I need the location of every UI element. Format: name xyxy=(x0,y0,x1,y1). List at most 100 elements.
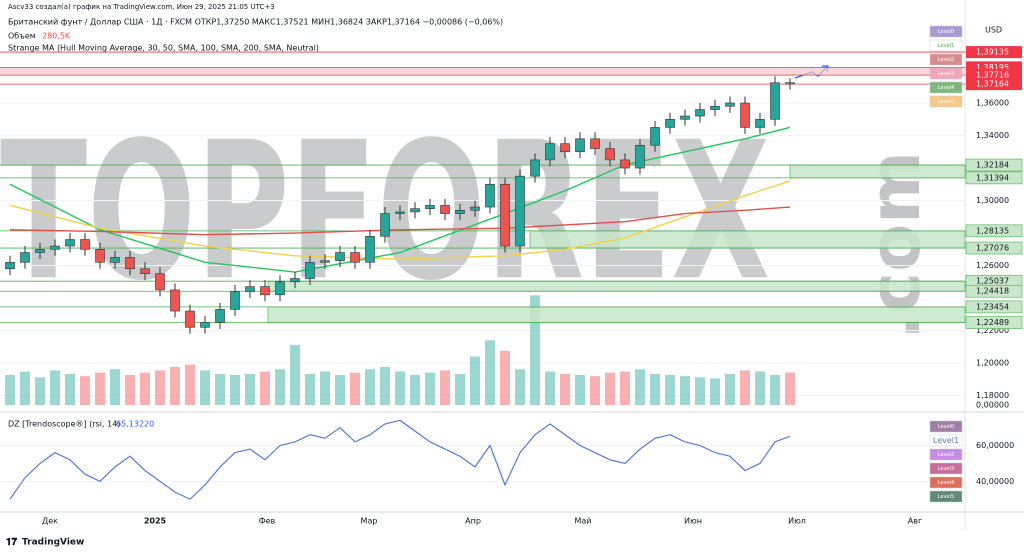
legend-button xyxy=(929,67,963,80)
rsi-line xyxy=(9,419,791,500)
logo-mark: 𝟏𝟕 xyxy=(6,537,18,548)
candle-body xyxy=(725,102,735,107)
time-label: 2025 xyxy=(144,517,167,526)
legend-label: Level0 xyxy=(938,29,954,35)
volume-bar xyxy=(335,375,345,405)
volume-bar xyxy=(380,366,390,405)
volume-bar xyxy=(755,371,765,405)
volume-bar xyxy=(170,366,180,405)
volume-bar xyxy=(635,369,645,405)
candle-body xyxy=(365,235,375,263)
candle-body xyxy=(545,143,555,161)
volume-bar xyxy=(125,375,135,405)
level-label: 1,28135 xyxy=(976,226,1009,235)
candle-body xyxy=(305,261,315,279)
candle-body xyxy=(695,109,705,117)
volume-bar xyxy=(290,345,300,405)
volume-bar xyxy=(215,373,225,405)
volume-bar xyxy=(770,375,780,405)
candle-body xyxy=(35,248,45,253)
level-tag xyxy=(965,171,1023,185)
level-zone xyxy=(529,230,966,249)
candle-body xyxy=(95,248,105,263)
candle-body xyxy=(320,260,330,263)
candle-body xyxy=(770,82,780,120)
legend-label: Level5 xyxy=(938,99,954,105)
legend-label: Level4 xyxy=(938,85,954,91)
rsi-legend-button xyxy=(929,490,963,503)
candle-body xyxy=(680,115,690,120)
candle-body xyxy=(335,252,345,261)
level-label: 1,37716 xyxy=(976,71,1009,80)
volume-bar xyxy=(395,371,405,405)
level-label: 1,22489 xyxy=(976,318,1009,327)
level-label: 1,37164 xyxy=(976,80,1009,89)
volume-bar xyxy=(455,373,465,405)
y-tick-label: 1,18000 xyxy=(976,391,1009,400)
volume-bar xyxy=(350,372,360,405)
level-tag xyxy=(965,284,1023,298)
volume-bar xyxy=(530,295,540,405)
volume-bar xyxy=(425,372,435,405)
currency: USD xyxy=(985,26,1002,35)
volume-bar xyxy=(65,373,75,405)
level-tag xyxy=(965,224,1023,238)
candle-body xyxy=(470,206,480,211)
volume-bar xyxy=(650,373,660,405)
candle-body xyxy=(560,143,570,153)
candle-body xyxy=(410,208,420,213)
time-label: Мар xyxy=(361,517,378,526)
level-zone xyxy=(789,164,966,179)
volume-bar xyxy=(560,373,570,405)
level-label: 1,25037 xyxy=(976,277,1009,286)
level-tag xyxy=(965,300,1023,314)
candle-body xyxy=(440,205,450,214)
legend-button xyxy=(929,39,963,52)
time-label: Фев xyxy=(259,517,276,526)
level-label: 1,38195 xyxy=(976,63,1009,72)
candle-body xyxy=(110,257,120,263)
legend-button xyxy=(929,95,963,108)
y-tick-label: 1,30000 xyxy=(976,196,1009,205)
volume-label: Объем xyxy=(8,32,36,41)
legend-label: Level3 xyxy=(938,71,954,77)
y-tick-label: 1,20000 xyxy=(976,359,1009,368)
candle-body xyxy=(530,159,540,177)
volume-bar xyxy=(605,372,615,405)
y-tick-label: 1,22000 xyxy=(976,326,1009,335)
rsi-legend-label: Level3 xyxy=(938,466,954,472)
time-label: Апр xyxy=(465,517,481,526)
volume-bar xyxy=(155,370,165,405)
volume-bar xyxy=(230,375,240,405)
candle-body xyxy=(200,322,210,328)
rsi-legend-button xyxy=(929,448,963,461)
volume-bar xyxy=(710,378,720,405)
level-zone xyxy=(267,280,966,292)
volume-bar xyxy=(470,356,480,405)
candle-body xyxy=(50,245,60,250)
level-tag xyxy=(965,316,1023,329)
volume-bar xyxy=(575,375,585,405)
volume-bar xyxy=(95,372,105,405)
volume-bar xyxy=(35,377,45,405)
volume-bar xyxy=(740,370,750,405)
candle-body xyxy=(290,278,300,283)
volume-bar xyxy=(365,369,375,405)
volume-bar xyxy=(50,370,60,405)
volume-bar xyxy=(260,371,270,405)
candle-body xyxy=(215,309,225,323)
candle-body xyxy=(350,252,360,263)
candle-body xyxy=(665,118,675,128)
candle-body xyxy=(155,273,165,291)
y-tick-label: 1,34000 xyxy=(976,131,1009,140)
candle-body xyxy=(425,205,435,209)
time-label: Июл xyxy=(788,517,806,526)
rsi-legend-button xyxy=(929,476,963,489)
candle-body xyxy=(620,159,630,169)
candle-body xyxy=(260,286,270,296)
volume-bar xyxy=(320,371,330,405)
candle-body xyxy=(590,138,600,149)
time-label: Июн xyxy=(684,517,702,526)
